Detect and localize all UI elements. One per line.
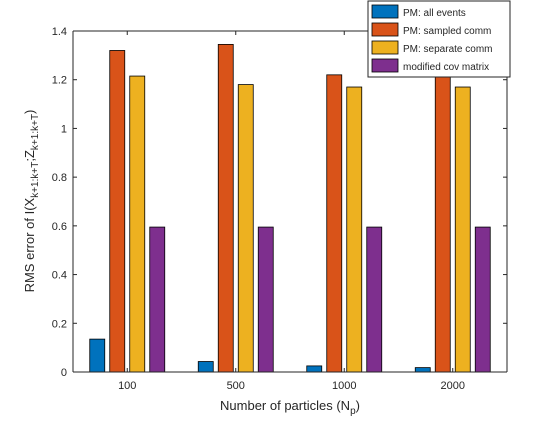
- bar-pm-sampled-comm-100: [109, 50, 126, 373]
- y-axis-label: RMS error of I(Xk+1:k+T;Zk+1:k+T): [22, 110, 41, 293]
- bar-pm-all-events-500: [197, 361, 214, 373]
- plot-area: [73, 31, 507, 372]
- legend-swatch: [371, 22, 399, 37]
- y-tick-label: 1.4: [52, 26, 67, 38]
- bar-modified-cov-matrix-2000: [474, 226, 491, 373]
- bar-pm-sampled-comm-500: [217, 43, 234, 373]
- x-tick-label: 1000: [332, 380, 356, 392]
- legend-label: PM: separate comm: [403, 44, 492, 55]
- ticks-layer: 0 0.2 0.4 0.6 0.8 1 1.2 1.4 100 500 1000 2000: [52, 26, 507, 392]
- bar-modified-cov-matrix-100: [149, 226, 166, 373]
- bars-layer: [89, 43, 491, 373]
- x-tick-label: 100: [118, 380, 136, 392]
- x-tick-label: 500: [227, 380, 245, 392]
- bar-modified-cov-matrix-500: [257, 226, 274, 373]
- bar-pm-separate-comm-1000: [346, 86, 363, 373]
- y-tick-label: 0: [61, 367, 67, 379]
- bar-pm-separate-comm-500: [237, 84, 254, 373]
- legend-label: PM: sampled comm: [403, 26, 491, 37]
- bar-pm-sampled-comm-1000: [326, 74, 343, 373]
- bar-pm-sampled-comm-2000: [434, 70, 451, 373]
- bar-modified-cov-matrix-1000: [366, 226, 383, 373]
- y-tick-label: 0.4: [52, 270, 67, 282]
- bar-pm-all-events-1000: [306, 365, 323, 373]
- x-tick-label: 2000: [441, 380, 465, 392]
- bar-pm-all-events-2000: [414, 367, 431, 373]
- y-tick-label: 0.6: [52, 221, 67, 233]
- bar-pm-all-events-100: [89, 338, 106, 373]
- y-tick-label: 1.2: [52, 75, 67, 87]
- bar-pm-separate-comm-2000: [454, 86, 471, 373]
- legend-swatch: [371, 4, 399, 19]
- y-tick-label: 1: [61, 123, 67, 135]
- y-tick-label: 0.2: [52, 318, 67, 330]
- y-tick-label: 0.8: [52, 172, 67, 184]
- bar-pm-separate-comm-100: [129, 75, 146, 373]
- x-axis-label: Number of particles (Np): [220, 398, 360, 417]
- legend-swatch: [371, 40, 399, 55]
- legend-swatch: [371, 58, 399, 73]
- legend-label: modified cov matrix: [403, 62, 489, 73]
- axes-layer: [72, 30, 508, 373]
- legend-label: PM: all events: [403, 8, 466, 19]
- legend: PM: all events PM: sampled comm PM: separa…: [367, 0, 511, 78]
